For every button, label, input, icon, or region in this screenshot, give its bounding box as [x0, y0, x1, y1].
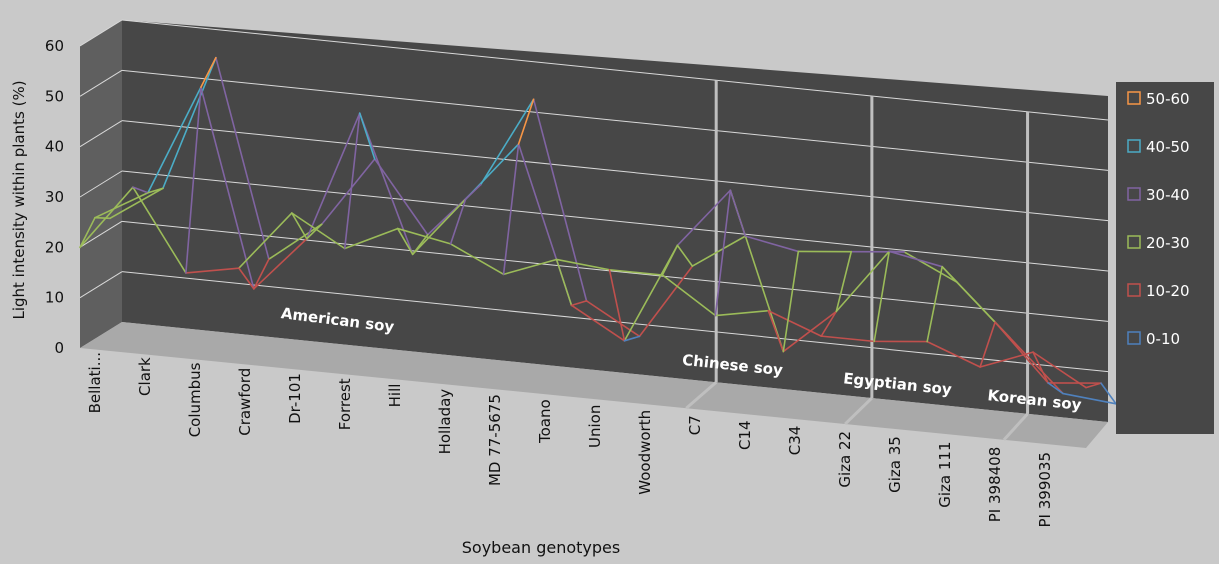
legend-label: 50-60: [1146, 90, 1190, 108]
category-label: Union: [586, 405, 604, 448]
category-label: Giza 111: [936, 441, 954, 507]
category-label: Clark: [136, 357, 154, 396]
y-tick-label: 50: [45, 87, 64, 105]
surface-line: [889, 251, 904, 252]
category-label: Holladay: [436, 389, 454, 455]
category-label: Toano: [536, 399, 554, 444]
category-label: Giza 22: [836, 431, 854, 488]
legend-label: 0-10: [1146, 330, 1180, 348]
category-label: Dr-101: [286, 373, 304, 424]
category-label: Bellati...: [86, 352, 104, 413]
y-tick-label: 60: [45, 37, 64, 55]
surface-line: [95, 218, 110, 219]
y-tick-label: 20: [45, 238, 64, 256]
category-label: Hill: [386, 384, 404, 408]
legend-label: 20-30: [1146, 234, 1190, 252]
y-axis-ticks: 0 10 20 30 40 50 60: [45, 37, 64, 357]
y-tick-label: 10: [45, 289, 64, 307]
legend-label: 40-50: [1146, 138, 1190, 156]
category-label: Forrest: [336, 378, 354, 430]
category-label: C7: [686, 415, 704, 435]
x-axis-label: Soybean genotypes: [462, 538, 620, 557]
y-tick-label: 30: [45, 188, 64, 206]
y-tick-label: 0: [54, 339, 64, 357]
legend-label: 30-40: [1146, 186, 1190, 204]
category-label: Woodworth: [636, 410, 654, 495]
category-label: Crawford: [236, 368, 254, 436]
category-label: Columbus: [186, 362, 204, 437]
category-label: PI 399035: [1036, 452, 1054, 528]
category-label: C14: [736, 420, 754, 450]
legend-label: 10-20: [1146, 282, 1190, 300]
legend-box: [1116, 82, 1214, 434]
y-tick-label: 40: [45, 138, 64, 156]
category-label: C34: [786, 426, 804, 456]
category-label: MD 77-5675: [486, 394, 504, 486]
y-axis-label: Light intensity within plants (%): [10, 80, 28, 319]
category-label: PI 398408: [986, 447, 1004, 522]
category-label: Giza 35: [886, 436, 904, 493]
